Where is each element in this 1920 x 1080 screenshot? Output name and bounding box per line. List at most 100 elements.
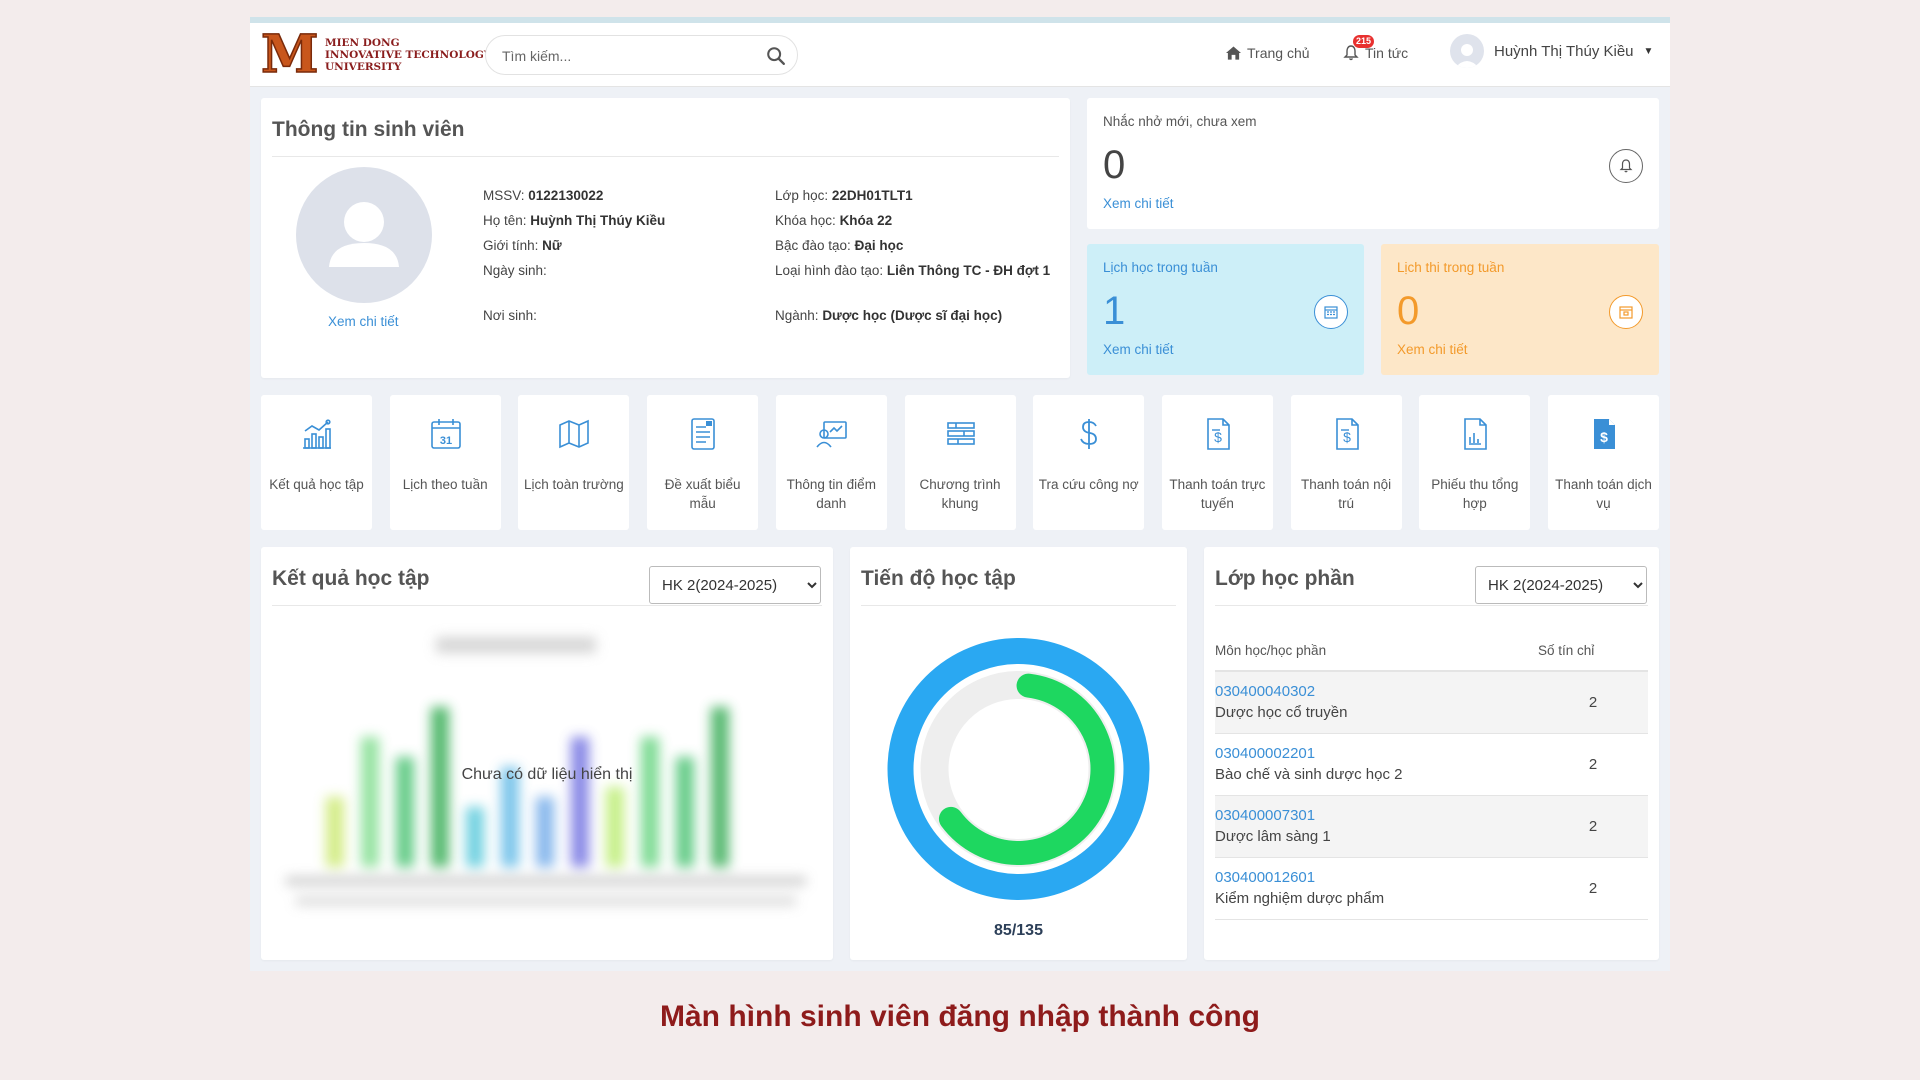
exam-schedule-link[interactable]: Xem chi tiết xyxy=(1397,342,1468,357)
course-label: Khóa học: xyxy=(775,213,836,228)
quick-action-thanh-toan-truc-tuyen[interactable]: $ Thanh toán trực tuyến xyxy=(1161,395,1273,530)
course-code[interactable]: 030400002201 xyxy=(1215,745,1316,762)
quick-action-lich-theo-tuan[interactable]: 31 Lịch theo tuần xyxy=(389,395,501,530)
nav-home-link[interactable]: Trang chủ xyxy=(1226,45,1310,61)
subject-cell: 030400040302 Dược học cổ truyền xyxy=(1215,671,1538,734)
course-sections-title: Lớp học phần xyxy=(1215,567,1355,590)
reminder-card: Nhắc nhở mới, chưa xem 0 Xem chi tiết xyxy=(1087,98,1659,229)
gender-label: Giới tính: xyxy=(483,238,539,253)
svg-text:$: $ xyxy=(1214,429,1222,445)
news-count-badge: 215 xyxy=(1353,35,1375,48)
divider xyxy=(272,156,1059,157)
quick-action-thanh-toan-noi-tru[interactable]: $ Thanh toán nội trú xyxy=(1290,395,1402,530)
table-row[interactable]: 030400007301 Dược lâm sàng 1 2 xyxy=(1215,795,1648,858)
search-icon[interactable] xyxy=(765,45,787,67)
course-code[interactable]: 030400007301 xyxy=(1215,807,1316,824)
classes-semester-select[interactable]: HK 2(2024-2025) xyxy=(1475,566,1647,604)
search-input[interactable] xyxy=(502,46,752,66)
table-header-row: Môn học/học phần Số tín chỉ xyxy=(1215,631,1648,672)
course-code[interactable]: 030400040302 xyxy=(1215,683,1316,701)
news-bell: 215 xyxy=(1343,35,1375,61)
credits-cell: 2 xyxy=(1538,671,1648,734)
dob-label: Ngày sinh: xyxy=(483,263,547,278)
table-row[interactable]: 030400002201 Bào chế và sinh dược học 2 2 xyxy=(1215,733,1648,796)
pob-field: Nơi sinh: xyxy=(483,307,537,325)
credits-column-header: Số tín chỉ xyxy=(1538,631,1648,672)
divider xyxy=(861,605,1176,606)
level-value: Đại học xyxy=(854,238,904,253)
quick-action-label: Phiếu thu tổng hợp xyxy=(1431,477,1519,511)
mssv-label: MSSV: xyxy=(483,188,525,203)
nav-news-link[interactable]: 215 Tin tức xyxy=(1343,35,1409,61)
quick-action-label: Kết quả học tập xyxy=(269,477,364,492)
quick-action-ket-qua-hoc-tap[interactable]: Kết quả học tập xyxy=(261,395,372,530)
invoice-filled-icon: $ xyxy=(1594,419,1615,449)
major-label: Ngành: xyxy=(775,308,819,323)
subject-cell: 030400012601 Kiểm nghiệm dược phẩm xyxy=(1215,857,1538,920)
training-type-label: Loại hình đào tạo: xyxy=(775,263,884,278)
student-avatar xyxy=(296,167,432,303)
weekly-schedule-count: 1 xyxy=(1103,289,1126,333)
reminder-detail-link[interactable]: Xem chi tiết xyxy=(1103,196,1174,211)
mssv-field: MSSV: 0122130022 xyxy=(483,187,603,205)
top-navbar: M MIEN DONG INNOVATIVE TECHNOLOGY UNIVER… xyxy=(250,23,1670,87)
chart-icon xyxy=(303,419,331,449)
nav-home-label: Trang chủ xyxy=(1247,45,1310,61)
svg-text:$: $ xyxy=(1343,429,1351,445)
progress-donut xyxy=(887,638,1150,900)
quick-action-thanh-toan-dich-vu[interactable]: $ Thanh toán dịch vụ xyxy=(1548,395,1659,530)
training-type-field: Loại hình đào tạo: Liên Thông TC - ĐH đợ… xyxy=(775,262,1065,280)
quick-action-label: Đề xuất biểu mẫu xyxy=(664,477,741,511)
weekly-schedule-link[interactable]: Xem chi tiết xyxy=(1103,342,1174,357)
gender-field: Giới tính: Nữ xyxy=(483,237,562,255)
name-value: Huỳnh Thị Thúy Kiều xyxy=(530,213,666,228)
exam-schedule-label: Lịch thi trong tuần xyxy=(1397,260,1505,275)
home-icon xyxy=(1226,46,1241,60)
table-row[interactable]: 030400040302 Dược học cổ truyền 2 xyxy=(1215,671,1648,734)
no-data-message: Chưa có dữ liệu hiển thị xyxy=(461,766,633,783)
progress-outer-ring xyxy=(887,638,1150,900)
user-menu[interactable]: Huỳnh Thị Thúy Kiều ▼ xyxy=(1450,34,1653,68)
quick-action-label: Thanh toán dịch vụ xyxy=(1555,477,1652,511)
course-value: Khóa 22 xyxy=(839,213,893,228)
reminder-label: Nhắc nhở mới, chưa xem xyxy=(1103,114,1257,129)
mssv-value: 0122130022 xyxy=(528,188,604,203)
credits-cell: 2 xyxy=(1538,795,1648,858)
student-detail-link[interactable]: Xem chi tiết xyxy=(328,314,399,329)
calendar-icon xyxy=(1314,295,1348,329)
name-label: Họ tên: xyxy=(483,213,527,228)
nav-news-label: Tin tức xyxy=(1365,45,1409,61)
study-progress-card: Tiến độ học tập 85/135 xyxy=(850,547,1187,960)
results-semester-select[interactable]: HK 2(2024-2025) xyxy=(649,566,821,604)
quick-action-label: Lịch toàn trường xyxy=(524,477,624,492)
logo-text: MIEN DONG INNOVATIVE TECHNOLOGY UNIVERSI… xyxy=(325,37,492,73)
quick-action-lich-toan-truong[interactable]: Lịch toàn trường xyxy=(518,395,630,530)
quick-action-chuong-trinh-khung[interactable]: Chương trình khung xyxy=(904,395,1016,530)
quick-action-phieu-thu-tong-hop[interactable]: Phiếu thu tổng hợp xyxy=(1419,395,1531,530)
calendar-check-glyph xyxy=(1619,306,1633,319)
subject-column-header: Môn học/học phần xyxy=(1215,631,1538,672)
table-row[interactable]: 030400012601 Kiểm nghiệm dược phẩm 2 xyxy=(1215,857,1648,920)
progress-arc xyxy=(938,673,1115,865)
bell-icon xyxy=(1609,149,1643,183)
calendar-31-icon: 31 xyxy=(430,419,461,449)
course-code[interactable]: 030400012601 xyxy=(1215,869,1316,886)
quick-action-label: Tra cứu công nợ xyxy=(1038,477,1139,492)
class-label: Lớp học: xyxy=(775,188,829,203)
avatar xyxy=(1450,34,1484,68)
quick-action-thong-tin-diem-danh[interactable]: Thông tin điểm danh xyxy=(775,395,887,530)
course-name: Kiểm nghiệm dược phẩm xyxy=(1215,890,1385,907)
course-name: Bào chế và sinh dược học 2 xyxy=(1215,766,1403,783)
university-logo[interactable]: M MIEN DONG INNOVATIVE TECHNOLOGY UNIVER… xyxy=(260,28,491,82)
invoice-icon: $ xyxy=(1207,418,1230,450)
name-field: Họ tên: Huỳnh Thị Thúy Kiều xyxy=(483,212,665,230)
weekly-schedule-label: Lịch học trong tuần xyxy=(1103,260,1218,275)
bell-glyph xyxy=(1619,159,1633,173)
quick-action-de-xuat-bieu-mau[interactable]: Đề xuất biểu mẫu xyxy=(647,395,759,530)
subject-cell: 030400002201 Bào chế và sinh dược học 2 xyxy=(1215,733,1538,796)
attendance-icon xyxy=(816,421,847,448)
student-info-card: Thông tin sinh viên Xem chi tiết MSSV: 0… xyxy=(261,98,1070,378)
form-icon xyxy=(691,418,715,450)
quick-action-tra-cuu-cong-no[interactable]: Tra cứu công nợ xyxy=(1033,395,1145,530)
quick-action-label: Lịch theo tuần xyxy=(402,477,488,492)
